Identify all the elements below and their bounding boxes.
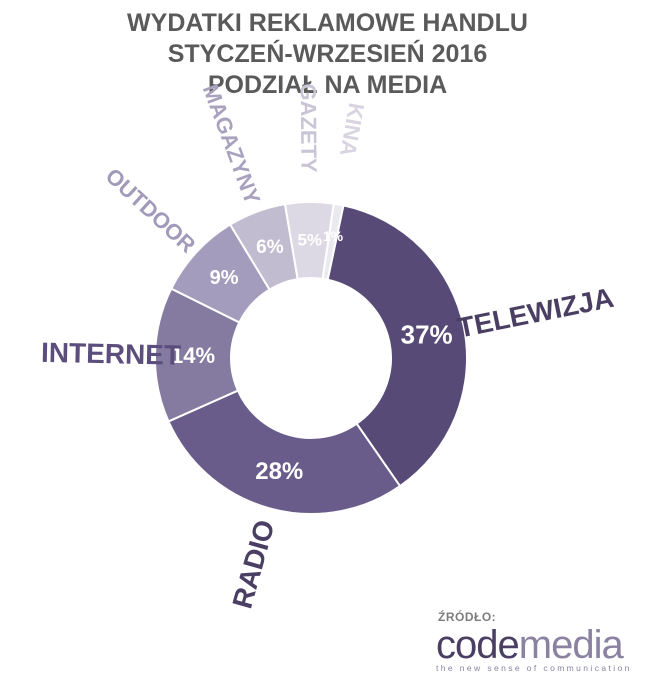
logo-wordmark: codemedia (436, 625, 632, 665)
category-label-kina: KINA (335, 101, 369, 158)
chart-title: WYDATKI REKLAMOWE HANDLU STYCZEŃ-WRZESIE… (0, 8, 655, 101)
logo-part-code: code (436, 623, 520, 667)
logo-tagline: the new sense of communication (436, 663, 632, 673)
category-label-radio: RADIO (226, 516, 280, 611)
value-label-kina: 1% (323, 228, 344, 244)
value-label-radio: 28% (255, 458, 303, 485)
category-label-magazyny: MAGAZYNY (198, 81, 265, 208)
source-label: ŹRÓDŁO: (438, 610, 497, 624)
category-label-internet: INTERNET (41, 337, 182, 371)
value-label-internet: 14% (171, 343, 215, 368)
value-label-outdoor: 9% (210, 267, 239, 289)
value-label-magazyny: 6% (256, 237, 284, 258)
slice-telewizja (326, 204, 468, 488)
category-label-outdoor: OUTDOOR (101, 163, 201, 258)
title-line-3: PODZIAŁ NA MEDIA (207, 71, 448, 99)
category-label-gazety: GAZETY (296, 83, 322, 173)
logo-part-media: media (518, 623, 624, 667)
title-line-2: STYCZEŃ-WRZESIEŃ 2016 (167, 40, 488, 68)
category-label-telewizja: TELEWIZJA (455, 282, 617, 344)
value-label-gazety: 5% (297, 231, 322, 250)
title-line-1: WYDATKI REKLAMOWE HANDLU (127, 9, 528, 37)
donut-hole (231, 278, 391, 438)
codemedia-logo: codemedia the new sense of communication (436, 625, 632, 673)
value-label-telewizja: 37% (401, 320, 453, 350)
